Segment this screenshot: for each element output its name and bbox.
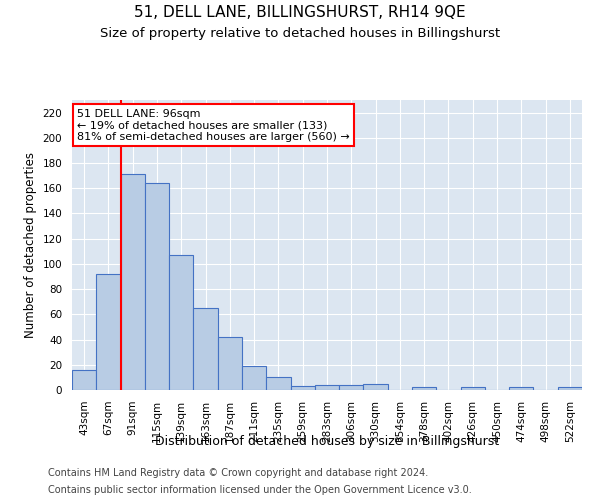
Text: Distribution of detached houses by size in Billingshurst: Distribution of detached houses by size … [155, 435, 499, 448]
Bar [339, 385, 364, 390]
Bar [96, 274, 121, 390]
Text: 51 DELL LANE: 96sqm
← 19% of detached houses are smaller (133)
81% of semi-detac: 51 DELL LANE: 96sqm ← 19% of detached ho… [77, 108, 350, 142]
Bar [145, 183, 169, 390]
Bar [72, 370, 96, 390]
Bar [242, 366, 266, 390]
Bar [412, 388, 436, 390]
Bar [461, 388, 485, 390]
Bar [266, 378, 290, 390]
Bar [193, 308, 218, 390]
Bar [509, 388, 533, 390]
Bar [121, 174, 145, 390]
Bar [169, 255, 193, 390]
Text: Contains public sector information licensed under the Open Government Licence v3: Contains public sector information licen… [48, 485, 472, 495]
Text: 51, DELL LANE, BILLINGSHURST, RH14 9QE: 51, DELL LANE, BILLINGSHURST, RH14 9QE [134, 5, 466, 20]
Bar [558, 388, 582, 390]
Bar [218, 337, 242, 390]
Text: Size of property relative to detached houses in Billingshurst: Size of property relative to detached ho… [100, 28, 500, 40]
Bar [290, 386, 315, 390]
Y-axis label: Number of detached properties: Number of detached properties [24, 152, 37, 338]
Text: Contains HM Land Registry data © Crown copyright and database right 2024.: Contains HM Land Registry data © Crown c… [48, 468, 428, 477]
Bar [364, 384, 388, 390]
Bar [315, 385, 339, 390]
